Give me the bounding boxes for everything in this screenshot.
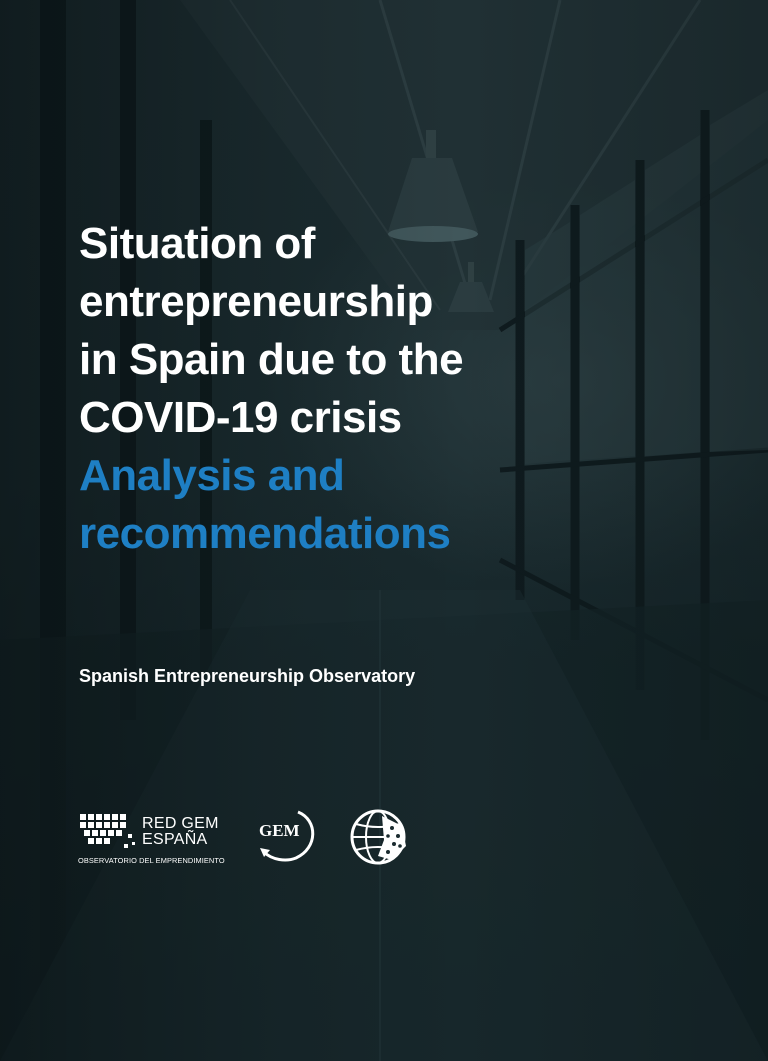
title-line: in Spain due to the [79,335,464,385]
globe-logo-icon [350,809,406,865]
gem-swoosh-icon [260,810,315,862]
spain-map-icon [80,814,135,848]
title-line: COVID-19 crisis [79,393,402,443]
author-line: Spanish Entrepreneurship Observatory [79,666,416,686]
observatorio-tagline: OBSERVATORIO DEL EMPRENDIMIENTO [78,856,225,865]
highlight-line: recommendations [79,509,451,559]
title-line: entrepreneurship [79,277,433,327]
espana-label: ESPAÑA [142,831,208,848]
logo-strip: RED GEM ESPAÑA OBSERVATORIO DEL EMPRENDI… [78,806,418,870]
title-line: Situation of [79,219,315,269]
report-title: Situation of entrepreneurship in Spain d… [79,215,599,563]
gem-logo: GEM [256,806,318,866]
red-gem-label: RED GEM [142,815,219,832]
highlight-line: Analysis and [79,451,345,501]
red-gem-espana-logo: RED GEM ESPAÑA OBSERVATORIO DEL EMPRENDI… [78,812,228,868]
gem-wordmark: GEM [259,821,300,840]
